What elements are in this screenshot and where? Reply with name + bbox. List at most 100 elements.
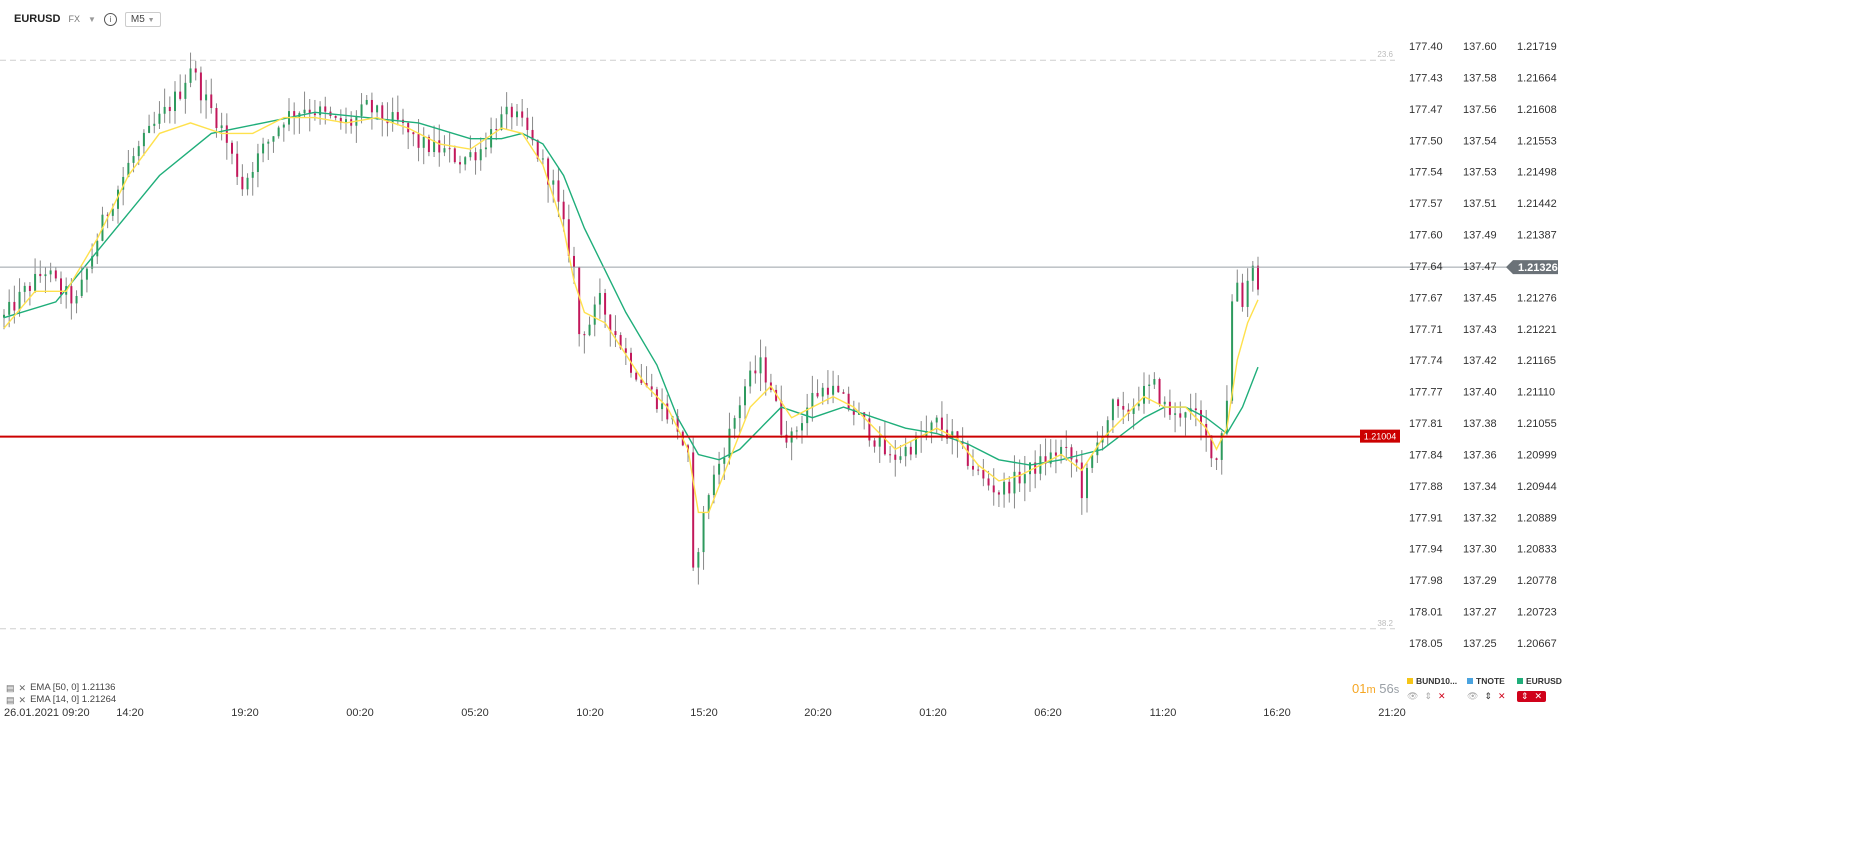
chevron-down-icon[interactable]: ▼ [87, 14, 96, 24]
candle-body [619, 335, 622, 349]
candle-body [484, 147, 487, 150]
candle-body [272, 136, 275, 142]
candle-body [1184, 412, 1187, 418]
close-icon[interactable]: ✕ [1497, 691, 1506, 701]
timeframe-select[interactable]: M5 ▼ [124, 11, 161, 27]
candle-body [826, 387, 829, 395]
price-tick-label: 137.29 [1463, 575, 1497, 587]
ema-14-label: EMA [14, 0] 1.21264 [30, 694, 117, 705]
candle-body [868, 418, 871, 441]
candle-body [324, 106, 327, 112]
price-tick-label: 1.21719 [1517, 41, 1557, 53]
instrument-name: TNOTE [1476, 676, 1505, 686]
price-tick-label: 137.36 [1463, 449, 1497, 461]
list-icon[interactable]: ▤ [6, 683, 15, 693]
candle-body [521, 111, 524, 118]
time-tick-label: 14:20 [116, 707, 144, 719]
candle-body [593, 304, 596, 325]
info-icon[interactable]: i [103, 12, 117, 26]
candle-body [443, 148, 446, 153]
price-tick-label: 1.20999 [1517, 449, 1557, 461]
close-icon[interactable]: ✕ [18, 683, 27, 693]
candle-body [267, 141, 270, 144]
candle-body [1091, 455, 1094, 468]
time-axis: 26.01.2021 09:20 14:20 19:20 00:20 05:20 10:2… [4, 707, 1406, 719]
candle-body [1246, 280, 1249, 307]
updown-icon[interactable]: ⇕ [1424, 691, 1432, 701]
candle-body [510, 106, 513, 118]
price-tick-label: 1.21276 [1517, 292, 1557, 304]
price-tick-label: 1.21055 [1517, 418, 1557, 430]
instrument-bund[interactable]: BUND10... 👁 ⇕ ✕ [1407, 676, 1457, 702]
candle-body [889, 454, 892, 456]
candle-body [1251, 265, 1254, 281]
candle-body [111, 208, 114, 216]
candle-body [1215, 458, 1218, 460]
candle-body [127, 162, 130, 177]
price-tick-label: 137.42 [1463, 355, 1497, 367]
candle-body [899, 456, 902, 460]
updown-icon[interactable]: ⇕ [1521, 691, 1529, 701]
price-tick-label: 137.27 [1463, 607, 1497, 619]
instrument-eurusd[interactable]: EURUSD ⇕ ✕ [1517, 676, 1562, 702]
color-swatch [1467, 678, 1473, 684]
candle-body [1060, 446, 1063, 456]
candle-body [1158, 379, 1161, 405]
candle-body [70, 286, 73, 304]
candle-body [360, 104, 363, 116]
close-icon[interactable]: ✕ [18, 695, 27, 705]
candle-body [847, 393, 850, 410]
candle-body [153, 123, 156, 126]
candle-body [339, 117, 342, 123]
price-tick-label: 1.21387 [1517, 230, 1557, 242]
candle-body [837, 385, 840, 393]
horizontal-line-label: 1.21004 [1364, 432, 1397, 442]
candle-body [246, 177, 249, 190]
ema-legend: ▤ ✕ EMA [50, 0] 1.21136 ▤ ✕ EMA [14, 0] … [6, 682, 116, 706]
candle-body [44, 274, 47, 277]
candle-body [241, 176, 244, 190]
candle-body [712, 474, 715, 496]
candle-body [816, 392, 819, 397]
ema-legend-item-14[interactable]: ▤ ✕ EMA [14, 0] 1.21264 [6, 694, 116, 706]
updown-icon[interactable]: ⇕ [1484, 691, 1492, 701]
candle-body [951, 431, 954, 439]
list-icon[interactable]: ▤ [6, 695, 15, 705]
candle-body [1132, 406, 1135, 414]
candle-body [412, 132, 415, 135]
candle-body [645, 383, 648, 387]
symbol-name[interactable]: EURUSD [14, 13, 61, 25]
chevron-down-icon: ▼ [147, 16, 155, 24]
candle-body [474, 152, 477, 161]
instrument-tnote[interactable]: TNOTE 👁 ⇕ ✕ [1467, 676, 1506, 702]
candle-body [744, 386, 746, 406]
candle-body [702, 512, 705, 553]
time-tick-label: 16:20 [1263, 707, 1291, 719]
time-tick-label: 20:20 [804, 707, 832, 719]
eye-icon[interactable]: 👁 [1407, 691, 1419, 701]
price-tick-label: 177.77 [1409, 387, 1443, 399]
candle-body [1044, 456, 1047, 464]
timeframe-value: M5 [130, 13, 145, 25]
candle-body [940, 417, 943, 430]
candle-body [573, 255, 575, 268]
candle-body [780, 400, 783, 435]
ema-legend-item-50[interactable]: ▤ ✕ EMA [50, 0] 1.21136 [6, 682, 116, 694]
candle-body [282, 124, 285, 128]
close-icon[interactable]: ✕ [1437, 691, 1446, 701]
candle-body [174, 91, 176, 112]
candle-body [1065, 446, 1068, 448]
close-icon[interactable]: ✕ [1534, 691, 1543, 701]
candle-body [225, 125, 228, 143]
price-tick-label: 177.67 [1409, 292, 1443, 304]
countdown-minutes: 01 [1352, 681, 1367, 696]
eye-icon[interactable]: 👁 [1467, 691, 1479, 701]
candle-body [728, 428, 731, 458]
ema-50-label: EMA [50, 0] 1.21136 [30, 682, 116, 693]
candle-body [676, 416, 679, 432]
candle-body [562, 201, 565, 220]
candle-body [904, 446, 907, 457]
candle-body [215, 108, 218, 129]
candle-body [365, 99, 368, 105]
